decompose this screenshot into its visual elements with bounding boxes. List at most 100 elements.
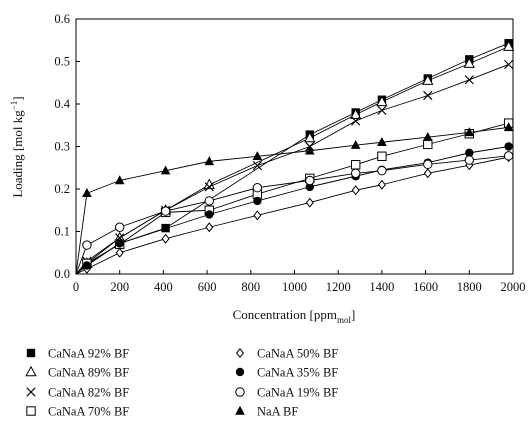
x-tick-label: 0 [73, 280, 79, 294]
x-tick-label: 2000 [501, 280, 526, 294]
series-line [75, 156, 509, 275]
legend-item: NaA BF [235, 405, 298, 419]
series-canaa-35-bf [75, 142, 513, 275]
data-point [350, 160, 361, 170]
legend-label: CaNaA 19% BF [257, 386, 338, 400]
legend-marker [235, 367, 245, 377]
x-tick-label: 1000 [282, 280, 307, 294]
data-point [376, 95, 388, 107]
data-point [304, 131, 316, 143]
data-point [423, 159, 433, 170]
x-tick-label: 800 [241, 280, 260, 294]
legend-label: CaNaA 50% BF [257, 347, 338, 361]
legend-marker [25, 365, 37, 377]
legend-item: CaNaA 92% BF [26, 347, 129, 361]
data-point [463, 57, 475, 68]
data-point [305, 175, 315, 186]
data-point [351, 185, 360, 196]
data-point [115, 239, 124, 248]
legend-item: CaNaA 35% BF [235, 366, 338, 380]
legend-label: CaNaA 89% BF [48, 366, 129, 380]
data-point [504, 142, 513, 151]
data-point [464, 155, 474, 165]
y-tick-label: 0.2 [54, 182, 70, 196]
series-canaa-50-bf [75, 152, 513, 275]
series-canaa-92-bf [75, 39, 513, 275]
legend-item: CaNaA 82% BF [26, 386, 129, 400]
data-point [504, 59, 514, 70]
data-point [464, 127, 475, 137]
legend-label: CaNaA 35% BF [257, 366, 338, 380]
series-naa-bf [75, 122, 514, 275]
data-point [204, 196, 214, 206]
data-point [423, 139, 433, 150]
data-point [161, 233, 170, 244]
data-point [305, 182, 314, 192]
y-tick-label: 0.4 [54, 97, 70, 111]
legend-item: CaNaA 19% BF [235, 386, 338, 400]
legend-marker [235, 348, 245, 358]
data-point [350, 108, 362, 119]
legend-item: CaNaA 50% BF [235, 347, 338, 361]
x-tick-label: 200 [110, 280, 129, 294]
data-point [422, 74, 434, 85]
series-canaa-70-bf [75, 118, 514, 275]
data-point [465, 148, 474, 158]
legend-label: CaNaA 70% BF [48, 405, 129, 419]
legend-item: CaNaA 70% BF [26, 405, 129, 419]
x-tick-label: 600 [198, 280, 217, 294]
x-marker-stroke [504, 59, 514, 70]
series-canaa-19-bf [75, 151, 514, 275]
data-point [160, 165, 171, 175]
data-point [350, 140, 361, 149]
x-tick-label: 400 [154, 280, 173, 294]
data-point [503, 151, 514, 161]
data-point [423, 168, 432, 179]
y-tick-label: 0.5 [54, 55, 70, 69]
x-marker-stroke [423, 90, 433, 101]
data-point [252, 183, 263, 193]
legend-label: CaNaA 92% BF [48, 347, 129, 361]
legend-item: CaNaA 89% BF [25, 365, 129, 380]
data-point [115, 222, 125, 232]
data-point [253, 196, 262, 206]
data-point [204, 156, 215, 166]
x-tick-label: 1400 [369, 280, 394, 294]
legend-marker [26, 387, 36, 397]
data-point [161, 223, 170, 233]
data-point [305, 197, 314, 208]
data-point [464, 75, 474, 85]
y-tick-label: 0.6 [54, 12, 70, 26]
series-line [75, 155, 509, 275]
data-point [160, 206, 171, 216]
x-tick-label: 1200 [326, 280, 351, 294]
data-point [377, 137, 387, 146]
data-point [205, 210, 214, 219]
data-point [377, 166, 387, 176]
data-point [204, 182, 214, 192]
data-point [377, 179, 386, 190]
x-axis-label: Concentration [ppmmol] [233, 307, 356, 325]
series-line [75, 46, 509, 275]
legend-marker [235, 387, 245, 397]
data-point [253, 210, 262, 221]
data-point [115, 247, 124, 258]
data-point [82, 188, 92, 197]
data-point [82, 240, 92, 250]
data-point [423, 90, 433, 101]
data-point [502, 40, 515, 51]
x-marker-stroke [26, 387, 36, 397]
tick-labels: 0 200 400 600 800 1000 1200 1400 1600 1800 2000 0.0… [54, 12, 525, 294]
data-point [304, 145, 315, 155]
y-tick-label: 0.1 [54, 225, 70, 239]
x-marker-stroke [252, 161, 262, 171]
data-point [350, 168, 361, 178]
legend-marker [26, 406, 36, 416]
data-point [82, 261, 92, 270]
series-line [75, 126, 509, 275]
legend-label: NaA BF [257, 405, 298, 419]
y-axis-label: Loading [mol kg−1] [9, 96, 25, 197]
legend: CaNaA 92% BF CaNaA 89% BF CaNaA 82% BF CaNa… [25, 347, 338, 419]
y-tick-label: 0.0 [54, 267, 70, 281]
